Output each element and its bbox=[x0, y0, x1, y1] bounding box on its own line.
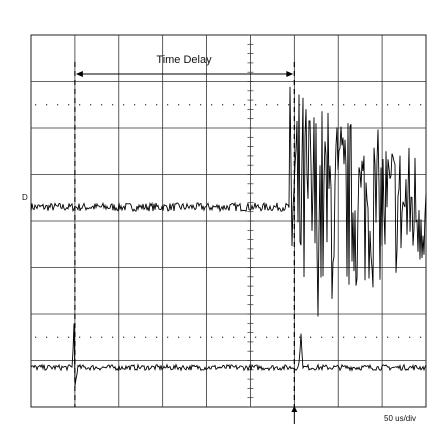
timebase-label: 50 us/div bbox=[384, 414, 416, 423]
reference-dot bbox=[134, 104, 136, 106]
reference-dot bbox=[68, 336, 70, 338]
reference-dot bbox=[398, 104, 400, 106]
dotted-reference-lines bbox=[35, 104, 422, 338]
reference-dot bbox=[376, 336, 378, 338]
reference-dot bbox=[233, 336, 235, 338]
reference-dot bbox=[310, 104, 312, 106]
reference-dot bbox=[123, 336, 125, 338]
reference-dot bbox=[134, 336, 136, 338]
reference-dot bbox=[365, 104, 367, 106]
reference-dot bbox=[420, 336, 422, 338]
reference-dot bbox=[288, 104, 290, 106]
reference-dot bbox=[178, 104, 180, 106]
reference-dot bbox=[57, 336, 59, 338]
reference-dot bbox=[101, 336, 103, 338]
reference-dot bbox=[343, 104, 345, 106]
reference-dot bbox=[233, 104, 235, 106]
reference-dot bbox=[167, 104, 169, 106]
lower-trace bbox=[30, 323, 427, 386]
time-delay-label: Time Delay bbox=[156, 54, 212, 66]
reference-dot bbox=[211, 104, 213, 106]
reference-dot bbox=[310, 336, 312, 338]
trigger-arrow-head bbox=[291, 406, 298, 412]
reference-dot bbox=[123, 104, 125, 106]
reference-dot bbox=[376, 104, 378, 106]
reference-dot bbox=[189, 104, 191, 106]
traces bbox=[30, 86, 427, 386]
reference-dot bbox=[354, 104, 356, 106]
channel-marker-label: D bbox=[22, 193, 28, 202]
reference-dot bbox=[46, 104, 48, 106]
reference-dot bbox=[266, 336, 268, 338]
reference-dot bbox=[255, 104, 257, 106]
reference-dot bbox=[244, 104, 246, 106]
reference-dot bbox=[156, 104, 158, 106]
reference-dot bbox=[299, 336, 301, 338]
reference-dot bbox=[112, 336, 114, 338]
reference-dot bbox=[255, 336, 257, 338]
reference-dot bbox=[398, 336, 400, 338]
reference-dot bbox=[156, 336, 158, 338]
reference-dot bbox=[35, 104, 37, 106]
reference-dot bbox=[200, 104, 202, 106]
reference-dot bbox=[68, 104, 70, 106]
reference-dot bbox=[277, 336, 279, 338]
reference-dot bbox=[409, 104, 411, 106]
reference-dot bbox=[46, 336, 48, 338]
reference-dot bbox=[332, 336, 334, 338]
reference-dot bbox=[354, 336, 356, 338]
delay-arrow-left-icon bbox=[75, 71, 83, 77]
reference-dot bbox=[222, 336, 224, 338]
reference-dot bbox=[387, 336, 389, 338]
reference-dot bbox=[101, 104, 103, 106]
reference-dot bbox=[57, 104, 59, 106]
reference-dot bbox=[189, 336, 191, 338]
reference-dot bbox=[90, 336, 92, 338]
delay-arrow-right-icon bbox=[286, 71, 294, 77]
reference-dot bbox=[145, 104, 147, 106]
reference-dot bbox=[277, 104, 279, 106]
upper-trace bbox=[30, 86, 427, 317]
reference-dot bbox=[90, 104, 92, 106]
reference-dot bbox=[79, 104, 81, 106]
reference-dot bbox=[321, 336, 323, 338]
reference-dot bbox=[244, 336, 246, 338]
reference-dot bbox=[420, 104, 422, 106]
time-cursors bbox=[74, 62, 295, 407]
trigger-arrow-icon bbox=[291, 406, 298, 424]
reference-dot bbox=[409, 336, 411, 338]
reference-dot bbox=[145, 336, 147, 338]
reference-dot bbox=[178, 336, 180, 338]
reference-dot bbox=[332, 104, 334, 106]
reference-dot bbox=[79, 336, 81, 338]
reference-dot bbox=[112, 104, 114, 106]
reference-dot bbox=[299, 104, 301, 106]
reference-dot bbox=[387, 104, 389, 106]
graticule bbox=[30, 34, 427, 408]
reference-dot bbox=[167, 336, 169, 338]
reference-dot bbox=[365, 336, 367, 338]
reference-dot bbox=[211, 336, 213, 338]
reference-dot bbox=[200, 336, 202, 338]
reference-dot bbox=[222, 104, 224, 106]
reference-dot bbox=[35, 336, 37, 338]
reference-dot bbox=[343, 336, 345, 338]
reference-dot bbox=[321, 104, 323, 106]
center-axis-ticks bbox=[247, 34, 254, 408]
reference-dot bbox=[288, 336, 290, 338]
reference-dot bbox=[266, 104, 268, 106]
